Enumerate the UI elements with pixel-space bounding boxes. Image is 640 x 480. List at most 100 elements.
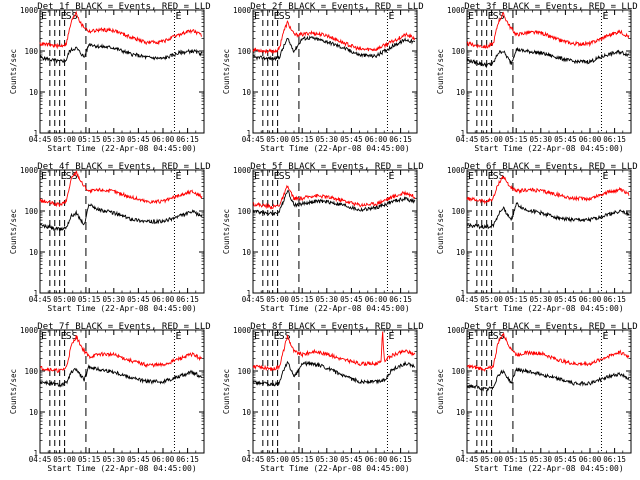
y-tick-label: 100 — [237, 47, 251, 56]
y-tick-label: 1 — [33, 289, 38, 298]
event-marker-label: E — [488, 331, 494, 342]
x-tick-label: 05:45 — [127, 455, 150, 464]
x-tick-label: 04:45 — [456, 295, 479, 304]
y-tick-label: 100 — [451, 207, 465, 216]
x-axis-label: Start Time (22-Apr-08 04:45:00) — [474, 304, 623, 313]
y-tick-label: 1 — [246, 289, 251, 298]
x-tick-label: 05:45 — [127, 295, 150, 304]
event-marker-label: SS — [66, 331, 78, 342]
x-tick-label: 06:00 — [579, 455, 602, 464]
event-marker-label: E — [254, 11, 260, 22]
y-tick-label: 10 — [242, 88, 252, 97]
event-marker-label: E — [274, 331, 280, 342]
x-axis-label: Start Time (22-Apr-08 04:45:00) — [260, 304, 409, 313]
x-tick-label: 05:15 — [291, 455, 314, 464]
x-tick-label: 05:45 — [554, 455, 577, 464]
chart-title: Det 6f BLACK = Events, RED = LLD — [464, 162, 637, 172]
y-tick-label: 100 — [24, 367, 38, 376]
y-tick-label: 10 — [29, 408, 39, 417]
x-tick-label: 06:15 — [603, 135, 626, 144]
x-tick-label: 04:45 — [29, 135, 52, 144]
y-tick-label: 1 — [460, 129, 465, 138]
events-series-line — [39, 364, 202, 388]
x-tick-label: 06:00 — [579, 295, 602, 304]
x-tick-label: 05:15 — [505, 455, 528, 464]
y-tick-label: 1000 — [20, 6, 39, 15]
y-tick-label: 1000 — [20, 166, 39, 175]
x-tick-label: 06:00 — [152, 295, 175, 304]
x-axis-label: Start Time (22-Apr-08 04:45:00) — [260, 144, 409, 153]
event-marker-label: E — [468, 11, 474, 22]
y-axis-label: Counts/sec — [222, 49, 231, 94]
event-marker-label: E — [388, 171, 394, 182]
chart-panel-4: Det 4f BLACK = Events, RED = LLD 1 10 100 10… — [9, 162, 211, 313]
chart-title: Det 7f BLACK = Events, RED = LLD — [37, 322, 210, 332]
y-axis-label: Counts/sec — [222, 369, 231, 414]
x-tick-label: 05:45 — [340, 455, 363, 464]
y-tick-label: 1000 — [447, 326, 466, 335]
x-tick-label: 05:15 — [291, 295, 314, 304]
y-tick-label: 1000 — [447, 166, 466, 175]
x-tick-label: 06:00 — [152, 135, 175, 144]
x-tick-label: 05:00 — [53, 455, 76, 464]
x-tick-label: 05:00 — [480, 455, 503, 464]
x-tick-label: 05:30 — [316, 455, 339, 464]
event-marker-label: E — [254, 171, 260, 182]
x-tick-label: 05:00 — [266, 135, 289, 144]
y-tick-label: 1000 — [233, 166, 252, 175]
event-marker-label: SS — [279, 331, 291, 342]
x-tick-label: 06:15 — [176, 455, 199, 464]
x-axis-label: Start Time (22-Apr-08 04:45:00) — [474, 144, 623, 153]
event-marker-label: E — [488, 171, 494, 182]
lld-series-line — [252, 20, 416, 55]
x-tick-label: 05:00 — [480, 135, 503, 144]
x-tick-label: 06:15 — [603, 455, 626, 464]
x-tick-label: 05:45 — [340, 295, 363, 304]
y-tick-label: 10 — [242, 248, 252, 257]
x-tick-label: 06:15 — [389, 455, 412, 464]
event-marker-label: E — [602, 171, 608, 182]
x-tick-label: 06:00 — [152, 455, 175, 464]
x-axis-label: Start Time (22-Apr-08 04:45:00) — [47, 464, 196, 473]
x-tick-label: 04:45 — [456, 455, 479, 464]
lld-series-line — [252, 184, 416, 210]
x-tick-label: 05:30 — [103, 135, 126, 144]
x-tick-label: 05:45 — [340, 135, 363, 144]
lld-series-line — [466, 174, 630, 205]
x-tick-label: 06:15 — [389, 295, 412, 304]
event-marker-label: SS — [66, 11, 78, 22]
y-axis-label: Counts/sec — [9, 209, 18, 254]
x-tick-label: 06:15 — [603, 295, 626, 304]
y-axis-label: Counts/sec — [436, 49, 445, 94]
x-tick-label: 05:15 — [78, 455, 101, 464]
chart-title: Det 9f BLACK = Events, RED = LLD — [464, 322, 637, 332]
y-tick-label: 100 — [237, 367, 251, 376]
y-tick-label: 100 — [24, 207, 38, 216]
events-series-line — [466, 202, 630, 230]
event-marker-label: E — [602, 331, 608, 342]
chart-title: Det 8f BLACK = Events, RED = LLD — [250, 322, 423, 332]
x-tick-label: 05:00 — [266, 455, 289, 464]
chart-panel-5: Det 5f BLACK = Events, RED = LLD 1 10 100 10… — [222, 162, 424, 313]
event-marker-label: E — [254, 331, 260, 342]
y-tick-label: 1000 — [447, 6, 466, 15]
x-tick-label: 05:00 — [53, 295, 76, 304]
chart-panel-6: Det 6f BLACK = Events, RED = LLD 1 10 100 10… — [436, 162, 638, 313]
events-series-line — [39, 203, 203, 232]
y-tick-label: 100 — [451, 367, 465, 376]
x-tick-label: 06:15 — [176, 295, 199, 304]
y-tick-label: 1 — [460, 289, 465, 298]
x-axis-label: Start Time (22-Apr-08 04:45:00) — [474, 464, 623, 473]
events-series-line — [466, 367, 630, 392]
y-axis-label: Counts/sec — [222, 209, 231, 254]
x-tick-label: 06:15 — [176, 135, 199, 144]
lld-series-line — [39, 10, 202, 50]
y-tick-label: 10 — [242, 408, 252, 417]
lld-series-line — [39, 335, 203, 374]
x-tick-label: 05:30 — [103, 295, 126, 304]
lld-series-line — [466, 332, 630, 373]
x-tick-label: 04:45 — [456, 135, 479, 144]
x-tick-label: 05:30 — [530, 295, 553, 304]
events-series-line — [466, 46, 630, 69]
chart-panel-9: Det 9f BLACK = Events, RED = LLD 1 10 100 10… — [436, 322, 638, 473]
